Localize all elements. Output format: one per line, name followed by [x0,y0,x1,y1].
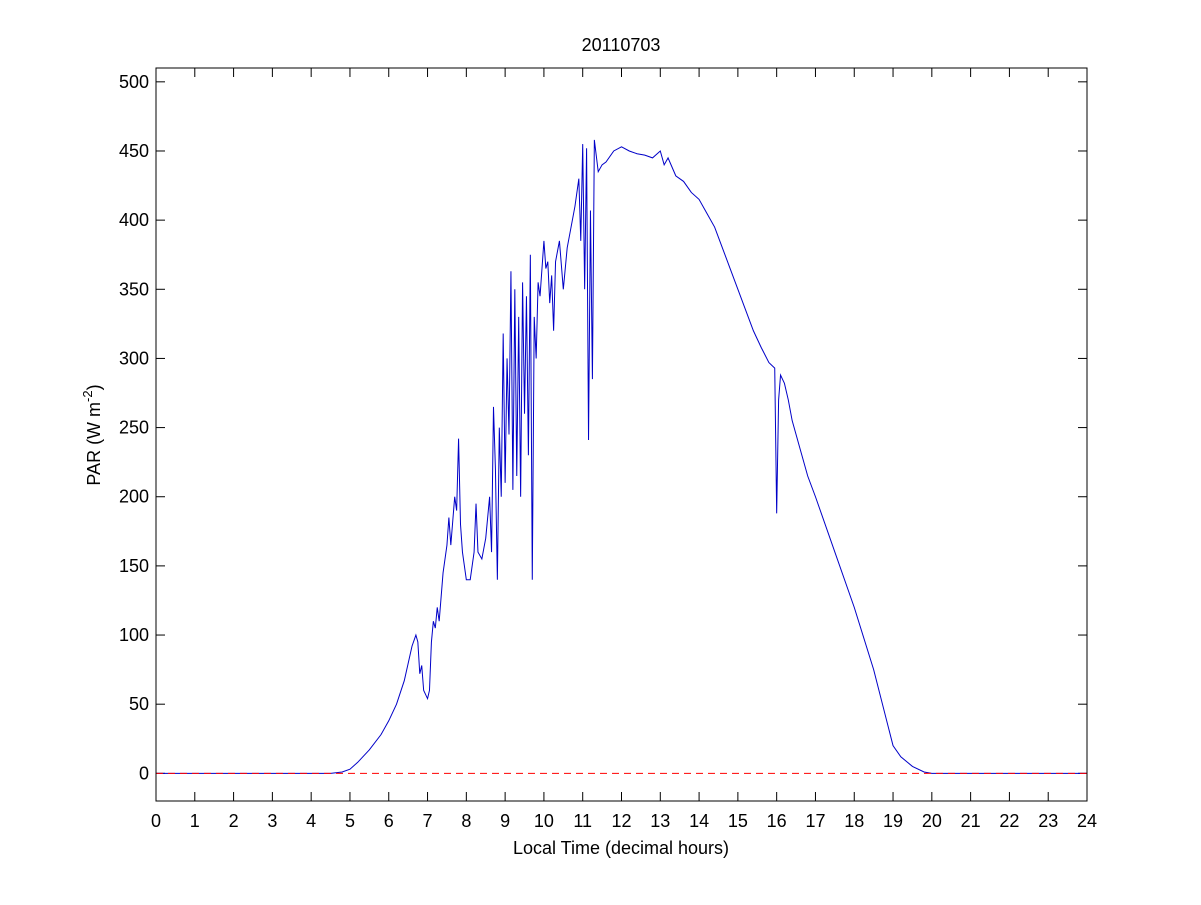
x-tick-label: 7 [423,811,433,831]
x-tick-label: 9 [500,811,510,831]
y-tick-label: 150 [119,556,149,576]
x-tick-label: 23 [1038,811,1058,831]
x-tick-label: 4 [306,811,316,831]
x-tick-label: 12 [611,811,631,831]
data-line [156,139,1087,774]
x-tick-label: 19 [883,811,903,831]
x-tick-label: 0 [151,811,161,831]
x-tick-label: 20 [922,811,942,831]
x-tick-label: 2 [229,811,239,831]
x-axis-label: Local Time (decimal hours) [513,838,729,858]
y-tick-label: 450 [119,141,149,161]
x-tick-label: 3 [267,811,277,831]
y-axis-label: PAR (W m-2) [80,384,104,485]
x-tick-label: 8 [461,811,471,831]
y-tick-label: 250 [119,418,149,438]
x-tick-label: 10 [534,811,554,831]
y-label-end: ) [84,384,104,390]
x-tick-label: 24 [1077,811,1097,831]
y-tick-label: 0 [139,763,149,783]
y-label-main: PAR (W m [84,402,104,486]
x-tick-label: 5 [345,811,355,831]
y-tick-label: 350 [119,279,149,299]
y-tick-label: 200 [119,487,149,507]
plot-area [156,68,1087,801]
y-tick-label: 400 [119,210,149,230]
x-tick-label: 15 [728,811,748,831]
axes-box [155,67,1088,802]
y-tick-label: 300 [119,348,149,368]
y-tick-label: 500 [119,72,149,92]
x-tick-label: 18 [844,811,864,831]
y-tick-label: 50 [129,694,149,714]
x-tick-label: 6 [384,811,394,831]
x-tick-label: 11 [573,811,592,831]
y-tick-label: 100 [119,625,149,645]
x-tick-label: 13 [650,811,670,831]
y-label-sup: -2 [80,390,95,402]
x-tick-label: 14 [689,811,709,831]
x-tick-label: 17 [805,811,825,831]
x-tick-label: 22 [999,811,1019,831]
chart-title: 20110703 [582,35,661,55]
x-tick-label: 1 [190,811,200,831]
x-tick-label: 21 [961,811,981,831]
x-tick-label: 16 [767,811,787,831]
